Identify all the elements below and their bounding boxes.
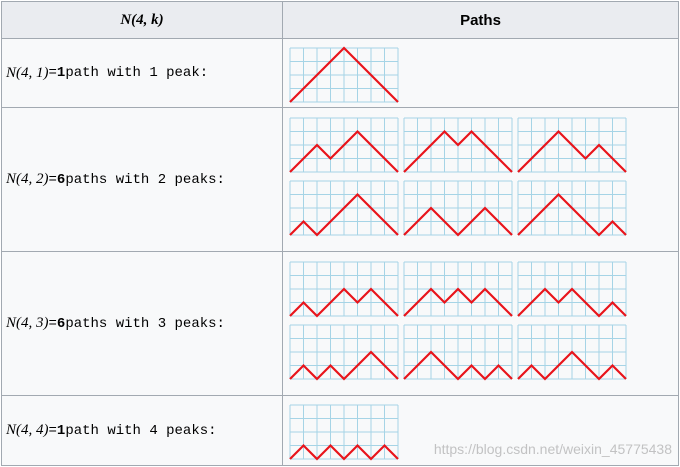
path-diagram <box>289 404 399 461</box>
count: 1 <box>56 422 66 439</box>
notation: N(4, 4) <box>6 422 49 438</box>
lattice-path <box>517 129 627 173</box>
path-diagram <box>289 324 399 381</box>
path-diagram <box>517 261 627 318</box>
lattice-path <box>289 350 399 381</box>
count: 1 <box>56 65 66 81</box>
label-cell: N(4, 3) = 6 paths with 3 peaks: <box>1 251 283 396</box>
path-diagram <box>403 180 513 237</box>
lattice-path <box>403 350 513 381</box>
equals: = <box>48 315 57 332</box>
description: paths with 2 peaks: <box>65 171 225 188</box>
notation: N(4, 1) <box>6 64 49 81</box>
lattice-path <box>289 443 399 461</box>
path-diagram <box>289 46 399 103</box>
equals: = <box>48 171 57 188</box>
count: 6 <box>56 315 66 332</box>
path-diagram <box>517 117 627 173</box>
path-diagram <box>403 324 513 381</box>
lattice-path <box>403 206 513 237</box>
label-cell: N(4, 1) = 1 path with 1 peak: <box>1 38 283 108</box>
label-cell: N(4, 2) = 6 paths with 2 peaks: <box>1 107 283 252</box>
path-diagram <box>403 117 513 173</box>
lattice-path <box>289 46 399 103</box>
description: path with 4 peaks: <box>65 422 217 439</box>
header-cell: N(4, k) <box>1 1 283 39</box>
notation: N(4, 2) <box>6 171 49 187</box>
paths-cell <box>282 38 679 108</box>
path-diagram <box>403 261 513 317</box>
watermark: https://blog.csdn.net/weixin_45775438 <box>433 441 672 457</box>
path-diagram <box>289 117 399 173</box>
lattice-path <box>517 287 627 318</box>
path-diagram <box>517 324 627 381</box>
equals: = <box>48 422 57 439</box>
lattice-path <box>289 192 399 237</box>
label-cell: N(4, 4) = 1 path with 4 peaks: <box>1 395 283 466</box>
path-diagram <box>289 261 399 318</box>
lattice-path <box>289 129 399 173</box>
header-paths: Paths <box>460 11 501 29</box>
description: paths with 3 peaks: <box>65 315 225 332</box>
lattice-path <box>289 287 399 318</box>
equals: = <box>48 65 57 81</box>
lattice-path <box>403 129 513 173</box>
header-notation: N(4, k) <box>120 11 164 28</box>
path-diagram <box>289 180 399 237</box>
path-diagram <box>517 180 627 237</box>
count: 6 <box>56 171 66 188</box>
lattice-path <box>517 350 627 381</box>
lattice-path <box>403 287 513 317</box>
description: path with 1 peak: <box>65 65 209 81</box>
notation: N(4, 3) <box>6 315 49 331</box>
lattice-path <box>517 192 627 237</box>
